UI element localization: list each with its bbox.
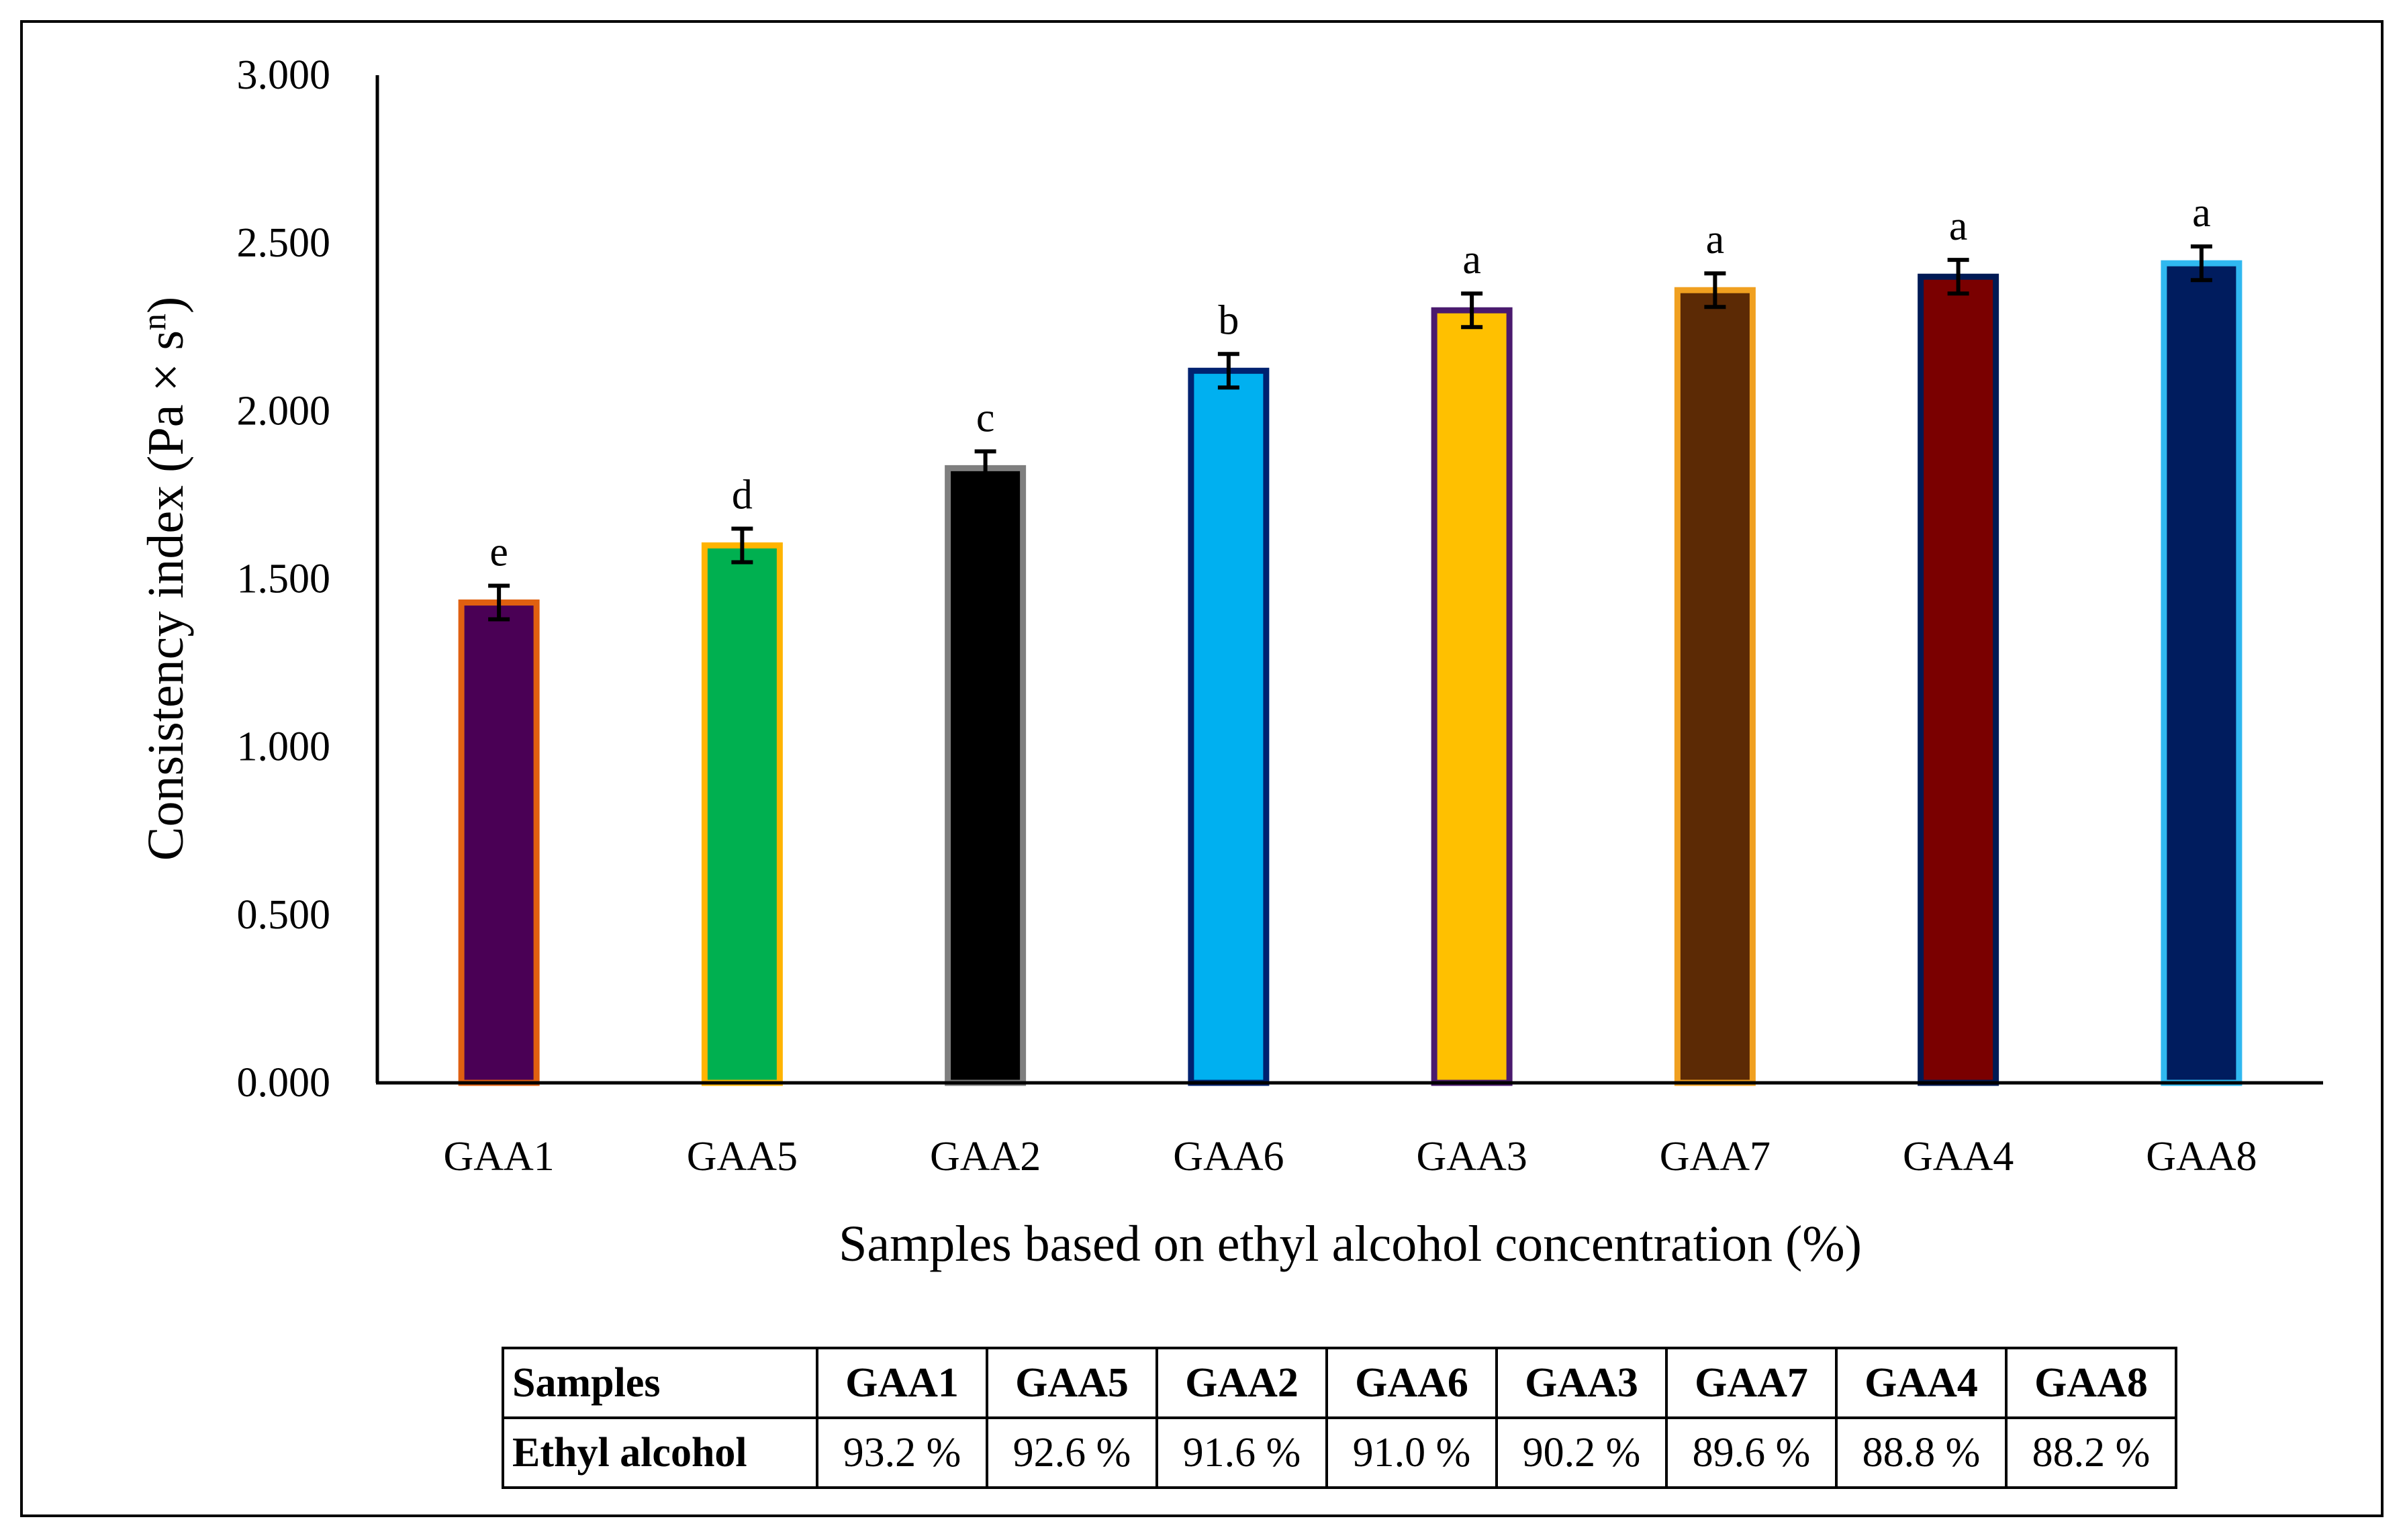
y-tick-label: 3.000 <box>237 52 331 98</box>
x-tick-label-gaa1: GAA1 <box>443 1134 554 1180</box>
bar-gaa5 <box>701 542 783 1086</box>
table-ethyl-cell: 93.2 % <box>816 1416 988 1489</box>
bars-layer <box>458 260 2243 1086</box>
table-sample-cell: GAA7 <box>1665 1347 1838 1419</box>
y-axis-title-superscript: n <box>135 314 173 330</box>
bar-gaa2 <box>945 465 1027 1086</box>
table-ethyl-cell: 91.6 % <box>1156 1416 1328 1489</box>
table-sample-cell: GAA2 <box>1156 1347 1328 1419</box>
significance-letter-gaa3: a <box>1462 237 1481 283</box>
y-tick-label: 1.000 <box>237 724 331 770</box>
ethyl-alcohol-table: Samples GAA1 GAA5 GAA2 GAA6 GAA3 GAA7 GA… <box>502 1347 2177 1489</box>
table-ethyl-cell: 88.8 % <box>1835 1416 2008 1489</box>
x-tick-label-gaa2: GAA2 <box>930 1134 1041 1180</box>
x-tick-label-gaa3: GAA3 <box>1416 1134 1527 1180</box>
table-row-samples: Samples GAA1 GAA5 GAA2 GAA6 GAA3 GAA7 GA… <box>502 1347 2177 1419</box>
table-row-label-ethyl-alcohol: Ethyl alcohol <box>502 1416 818 1489</box>
table-sample-cell: GAA3 <box>1495 1347 1668 1419</box>
table-row-label-samples: Samples <box>502 1347 818 1419</box>
table-ethyl-cell: 92.6 % <box>986 1416 1158 1489</box>
y-axis-title-end: ) <box>138 297 194 314</box>
significance-letter-gaa2: c <box>976 395 995 440</box>
bar-gaa1 <box>458 599 540 1086</box>
significance-letter-gaa4: a <box>1949 203 1968 249</box>
bar-gaa6 <box>1188 367 1270 1086</box>
y-axis-title: Consistency index (Pa × sn) <box>135 297 194 861</box>
significance-letter-gaa7: a <box>1706 217 1725 262</box>
table-ethyl-cell: 90.2 % <box>1495 1416 1668 1489</box>
table-ethyl-cell: 91.0 % <box>1325 1416 1498 1489</box>
y-tick-label: 0.000 <box>237 1060 331 1106</box>
table-ethyl-cell: 89.6 % <box>1665 1416 1838 1489</box>
bar-gaa8 <box>2161 260 2243 1086</box>
x-tick-label-gaa7: GAA7 <box>1660 1134 1771 1180</box>
x-tick-labels-layer: GAA1 GAA5 GAA2 GAA6 GAA3 GAA7 GAA4 GAA8 <box>443 1134 2257 1180</box>
table-sample-cell: GAA4 <box>1835 1347 2008 1419</box>
y-tick-label: 1.500 <box>237 557 331 602</box>
table-ethyl-cell: 88.2 % <box>2005 1416 2177 1489</box>
bar-gaa4 <box>1918 273 1999 1086</box>
x-tick-label-gaa5: GAA5 <box>687 1134 798 1180</box>
table-sample-cell: GAA6 <box>1325 1347 1498 1419</box>
error-bars-layer <box>488 244 2212 622</box>
bar-gaa3 <box>1431 307 1513 1086</box>
significance-letter-gaa5: d <box>732 472 753 518</box>
bar-gaa7 <box>1674 287 1756 1086</box>
x-axis-title: Samples based on ethyl alcohol concentra… <box>839 1216 1862 1272</box>
significance-letter-gaa6: b <box>1218 297 1239 343</box>
significance-letter-gaa8: a <box>2192 190 2211 236</box>
table-sample-cell: GAA5 <box>986 1347 1158 1419</box>
y-tick-label: 2.000 <box>237 388 331 434</box>
table-row-ethyl-alcohol: Ethyl alcohol 93.2 % 92.6 % 91.6 % 91.0 … <box>502 1416 2177 1489</box>
x-tick-label-gaa8: GAA8 <box>2146 1134 2257 1180</box>
x-tick-label-gaa4: GAA4 <box>1903 1134 2014 1180</box>
figure-frame <box>20 20 2384 1517</box>
x-tick-label-gaa6: GAA6 <box>1173 1134 1284 1180</box>
y-tick-label: 2.500 <box>237 220 331 266</box>
y-tick-labels-layer: 0.000 0.500 1.000 1.500 2.000 2.500 3.000 <box>237 52 331 1106</box>
table-sample-cell: GAA1 <box>816 1347 988 1419</box>
significance-letters-layer: e d c b a a a a <box>489 190 2210 575</box>
significance-letter-gaa1: e <box>489 530 508 575</box>
y-tick-label: 0.500 <box>237 892 331 938</box>
table-sample-cell: GAA8 <box>2005 1347 2177 1419</box>
